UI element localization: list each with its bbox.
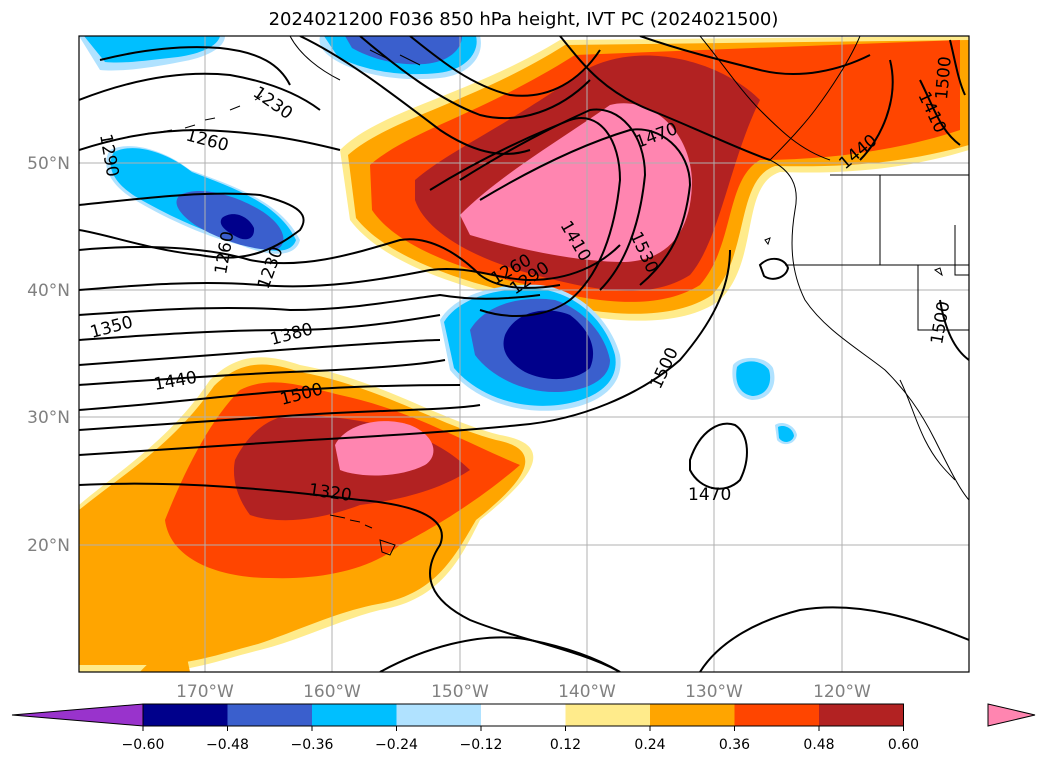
longitude-axis: 170°W 160°W 150°W 140°W 130°W 120°W [176,682,871,702]
contour-5 [79,314,441,341]
contour-15 [299,36,531,155]
colorbar-segment [481,704,566,726]
baja-coast [899,379,956,481]
contour-14 [479,128,692,286]
state-border-3 [917,265,969,331]
colorbar-tick-label: −0.24 [375,737,418,753]
colorbar-segment [312,704,397,726]
lat-label: 50°N [27,154,70,174]
contour-16 [359,36,591,119]
lon-label: 120°W [813,682,871,702]
contour-7 [79,359,446,386]
island-1 [764,237,771,246]
neg2-navy [220,214,255,240]
colorbar-segment [734,704,820,726]
contour-22 [79,128,341,151]
colorbar-tick-label: −0.60 [122,737,165,753]
lat-label: 20°N [27,536,70,556]
contour-2 [79,238,561,289]
contour-13 [459,108,647,291]
state-border-4 [954,225,969,276]
colorbar-outline [142,703,904,727]
colorbar-tick-label: −0.48 [206,737,249,753]
lon-label: 170°W [176,682,234,702]
colorbar-tick-label: 0.12 [550,737,581,753]
latitude-axis: 50°N 40°N 30°N 20°N [27,154,70,556]
lon-label: 150°W [431,682,489,702]
colorbar-arrow-right [987,703,1036,727]
neg-navy [503,310,594,380]
colorbar-segment [819,704,904,726]
colorbar-arrow-left [11,703,144,727]
contour-24 [758,257,790,280]
neg3-blue [345,36,462,65]
contour-25 [859,39,966,161]
contour-10 [79,249,731,456]
colorbar-tick-label: 0.24 [634,737,665,753]
contour-17 [409,36,601,97]
contour-19 [639,36,871,76]
contour-20 [79,72,321,111]
lat-label: 30°N [27,408,70,428]
colorbar: −0.60 −0.48 −0.36 −0.24 −0.12 0.12 0.24 0.36 0.4… [11,703,1036,753]
neg5-cyan [736,361,771,396]
island-2 [933,267,943,277]
contour-21 [99,46,291,86]
lat-label: 40°N [27,281,70,301]
contour-12 [429,117,622,317]
colorbar-tick-label: 0.36 [719,737,750,753]
plume-pink [460,103,692,263]
contour-18 [559,36,771,161]
ivt-shading [79,36,969,672]
lon-label: 160°W [303,682,361,702]
neg6-cyan [778,426,794,442]
contour-23 [689,422,748,490]
pos-small [140,647,190,672]
map-frame [78,35,970,673]
north-america-coast [769,36,969,501]
contour-26 [939,299,969,361]
contour-4 [79,293,541,316]
colorbar-tick-label: −0.12 [460,737,503,753]
colorbar-tick-label: 0.60 [888,737,919,753]
contour-9 [79,404,481,431]
height-contours [79,36,969,672]
colorbar-tick-label: 0.48 [803,737,834,753]
lon-label: 130°W [685,682,743,702]
colorbar-segment [143,704,228,726]
contour-label: 1470 [688,485,731,505]
colorbar-segment [227,704,313,726]
contour-28 [699,606,969,672]
lon-label: 140°W [558,682,616,702]
hawaii [329,514,396,556]
map-panel: 1290 1260 1230 1260 1230 1260 1290 1350 … [79,36,969,672]
colorbar-segment [396,704,482,726]
colorbar-segment [650,704,735,726]
contour-label: 1500 [932,56,956,101]
contour-11 [79,482,621,672]
contour-27 [379,636,621,672]
colorbar-tick-label: −0.36 [291,737,334,753]
map-title: 2024021200 F036 850 hPa height, IVT PC (… [268,9,779,30]
gridlines [79,36,969,672]
contour-8 [79,384,461,411]
contour-6 [79,339,441,366]
colorbar-segment [565,704,651,726]
contour-3 [79,244,621,291]
